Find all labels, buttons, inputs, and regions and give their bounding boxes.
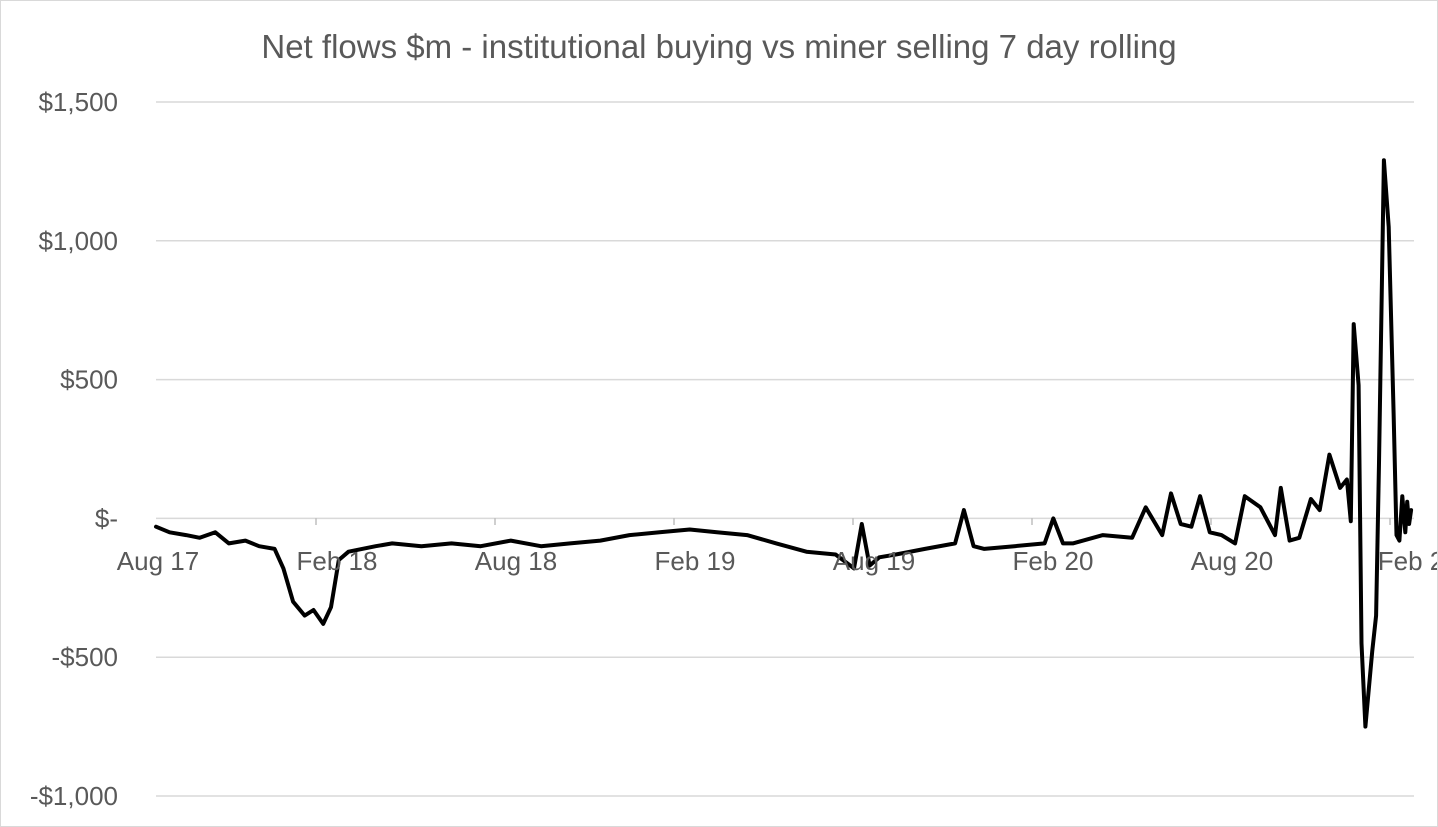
x-tick-label: Feb 20 [1013, 546, 1094, 576]
y-tick-label: -$1,000 [30, 781, 118, 811]
x-tick-label: Aug 18 [475, 546, 557, 576]
y-axis: $1,500 $1,000 $500 $- -$500 -$1,000 [30, 87, 118, 811]
x-tick-label: Aug 19 [833, 546, 915, 576]
x-tick-label: Aug 17 [117, 546, 199, 576]
x-tick-label: Aug 20 [1191, 546, 1273, 576]
y-tick-label: $1,500 [38, 87, 118, 117]
x-tick-label: Feb 19 [655, 546, 736, 576]
y-tick-label: $500 [60, 365, 118, 395]
grid-lines [156, 101, 1414, 797]
x-axis: Aug 17 Feb 18 Aug 18 Feb 19 Aug 19 Feb 20 Aug … [117, 518, 1437, 576]
y-tick-label: $- [95, 503, 118, 533]
y-tick-label: $1,000 [38, 226, 118, 256]
x-tick-label: Feb 18 [297, 546, 378, 576]
series-line [154, 158, 1414, 729]
chart-title: Net flows $m - institutional buying vs m… [261, 28, 1176, 65]
x-tick-label: Feb 2 [1378, 546, 1437, 576]
y-tick-label: -$500 [52, 642, 119, 672]
